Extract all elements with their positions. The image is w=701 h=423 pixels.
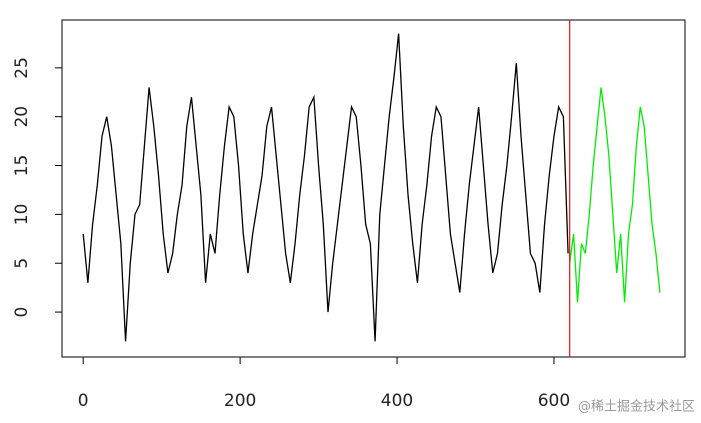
watermark: @稀土掘金技术社区 [578, 399, 695, 415]
x-tick-label: 0 [78, 391, 89, 411]
y-tick-label: 5 [12, 258, 32, 269]
y-tick-label: 10 [12, 204, 32, 226]
x-tick-label: 400 [381, 391, 413, 411]
y-tick-label: 0 [12, 307, 32, 318]
plot-box [61, 19, 686, 358]
x-tick-label: 600 [538, 391, 570, 411]
series-line [82, 33, 569, 342]
x-tick-label: 200 [224, 391, 256, 411]
y-tick-label: 25 [12, 57, 32, 79]
y-tick-label: 20 [12, 106, 32, 128]
series-line [569, 87, 661, 303]
y-tick-label: 15 [12, 155, 32, 177]
